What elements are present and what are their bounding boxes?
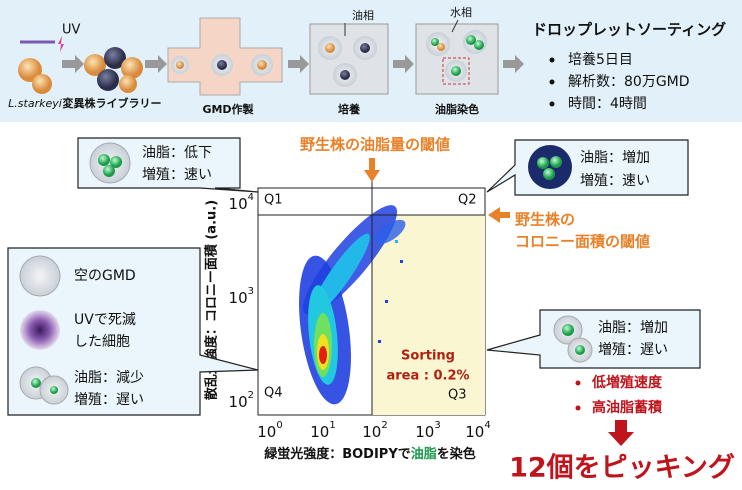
sorting-area: Sorting: [401, 349, 455, 364]
bullets: [549, 57, 555, 107]
y-tick-label: 104: [229, 192, 254, 213]
x-axis-label: 緑蛍光強度：BODIPYで油脂を染色: [264, 446, 476, 462]
callout-text: 増殖：速い: [580, 172, 650, 189]
step-label: 培養: [338, 102, 360, 116]
result-trait: 高油脂蓄積: [592, 399, 663, 416]
sorting-area: area : 0.2%: [386, 369, 469, 384]
phase-label: 油相: [352, 8, 374, 22]
y-axis-label: 散乱光強度：コロニー面積 (a.u.): [204, 200, 220, 400]
lipid-threshold-label: 野生株の油脂量の閾値: [300, 136, 450, 154]
quadrant-label: Q1: [264, 193, 283, 208]
step-label: 油脂染色: [435, 102, 479, 116]
x-tick-label: 101: [310, 420, 335, 441]
callout-shapes: [7, 137, 701, 416]
sorting-region: [372, 215, 485, 415]
callout-text: 油脂：増加: [580, 150, 650, 166]
species-label: L.starkeyi: [8, 97, 62, 110]
density-cloud: [299, 205, 406, 405]
x-tick-label: 102: [362, 420, 387, 441]
callout-text: 油脂：低下: [142, 145, 212, 161]
arrow: [488, 207, 510, 223]
sorting-title: ドロップレットソーティング: [532, 21, 726, 39]
step-label: GMD作製: [202, 102, 254, 116]
callout-text: 油脂：減少: [74, 369, 144, 386]
step-label: 変異株ライブラリー: [63, 96, 162, 110]
quadrant-label: Q2: [458, 193, 477, 208]
uv-label: UV: [62, 23, 81, 38]
colony-threshold-label: 野生株の: [515, 211, 575, 229]
sorting-bullet: 培養5日目: [568, 51, 633, 68]
sorting-bullet: 時間：4時間: [568, 96, 647, 112]
y-tick-label: 103: [229, 286, 254, 307]
quadrant-label: Q3: [448, 388, 467, 403]
pipeline-icons: [18, 17, 524, 96]
result-picking: 12個をピッキング: [509, 452, 735, 484]
sorting-bullet: 解析数：80万GMD: [568, 74, 690, 90]
colony-threshold-label: コロニー面積の閾値: [515, 233, 650, 251]
callout-text: 空のGMD: [74, 268, 136, 284]
callout-text: 油脂：増加: [598, 320, 668, 336]
quadrant-label: Q4: [264, 386, 283, 401]
x-tick-label: 104: [465, 420, 490, 441]
result-bullets: [575, 380, 581, 411]
callout-text: した細胞: [74, 334, 130, 350]
callout-text: UVで死滅: [74, 312, 136, 328]
y-tick-label: 102: [229, 390, 254, 411]
x-tick-label: 100: [257, 420, 282, 441]
arrow: [608, 420, 634, 446]
callout-text: 増殖：速い: [142, 166, 212, 183]
callout-text: 増殖：遅い: [598, 341, 668, 358]
x-tick-label: 103: [415, 420, 440, 441]
callout-text: 増殖：遅い: [74, 391, 144, 408]
phase-label: 水相: [450, 6, 472, 19]
result-trait: 低増殖速度: [591, 374, 663, 391]
arrow: [364, 158, 380, 182]
